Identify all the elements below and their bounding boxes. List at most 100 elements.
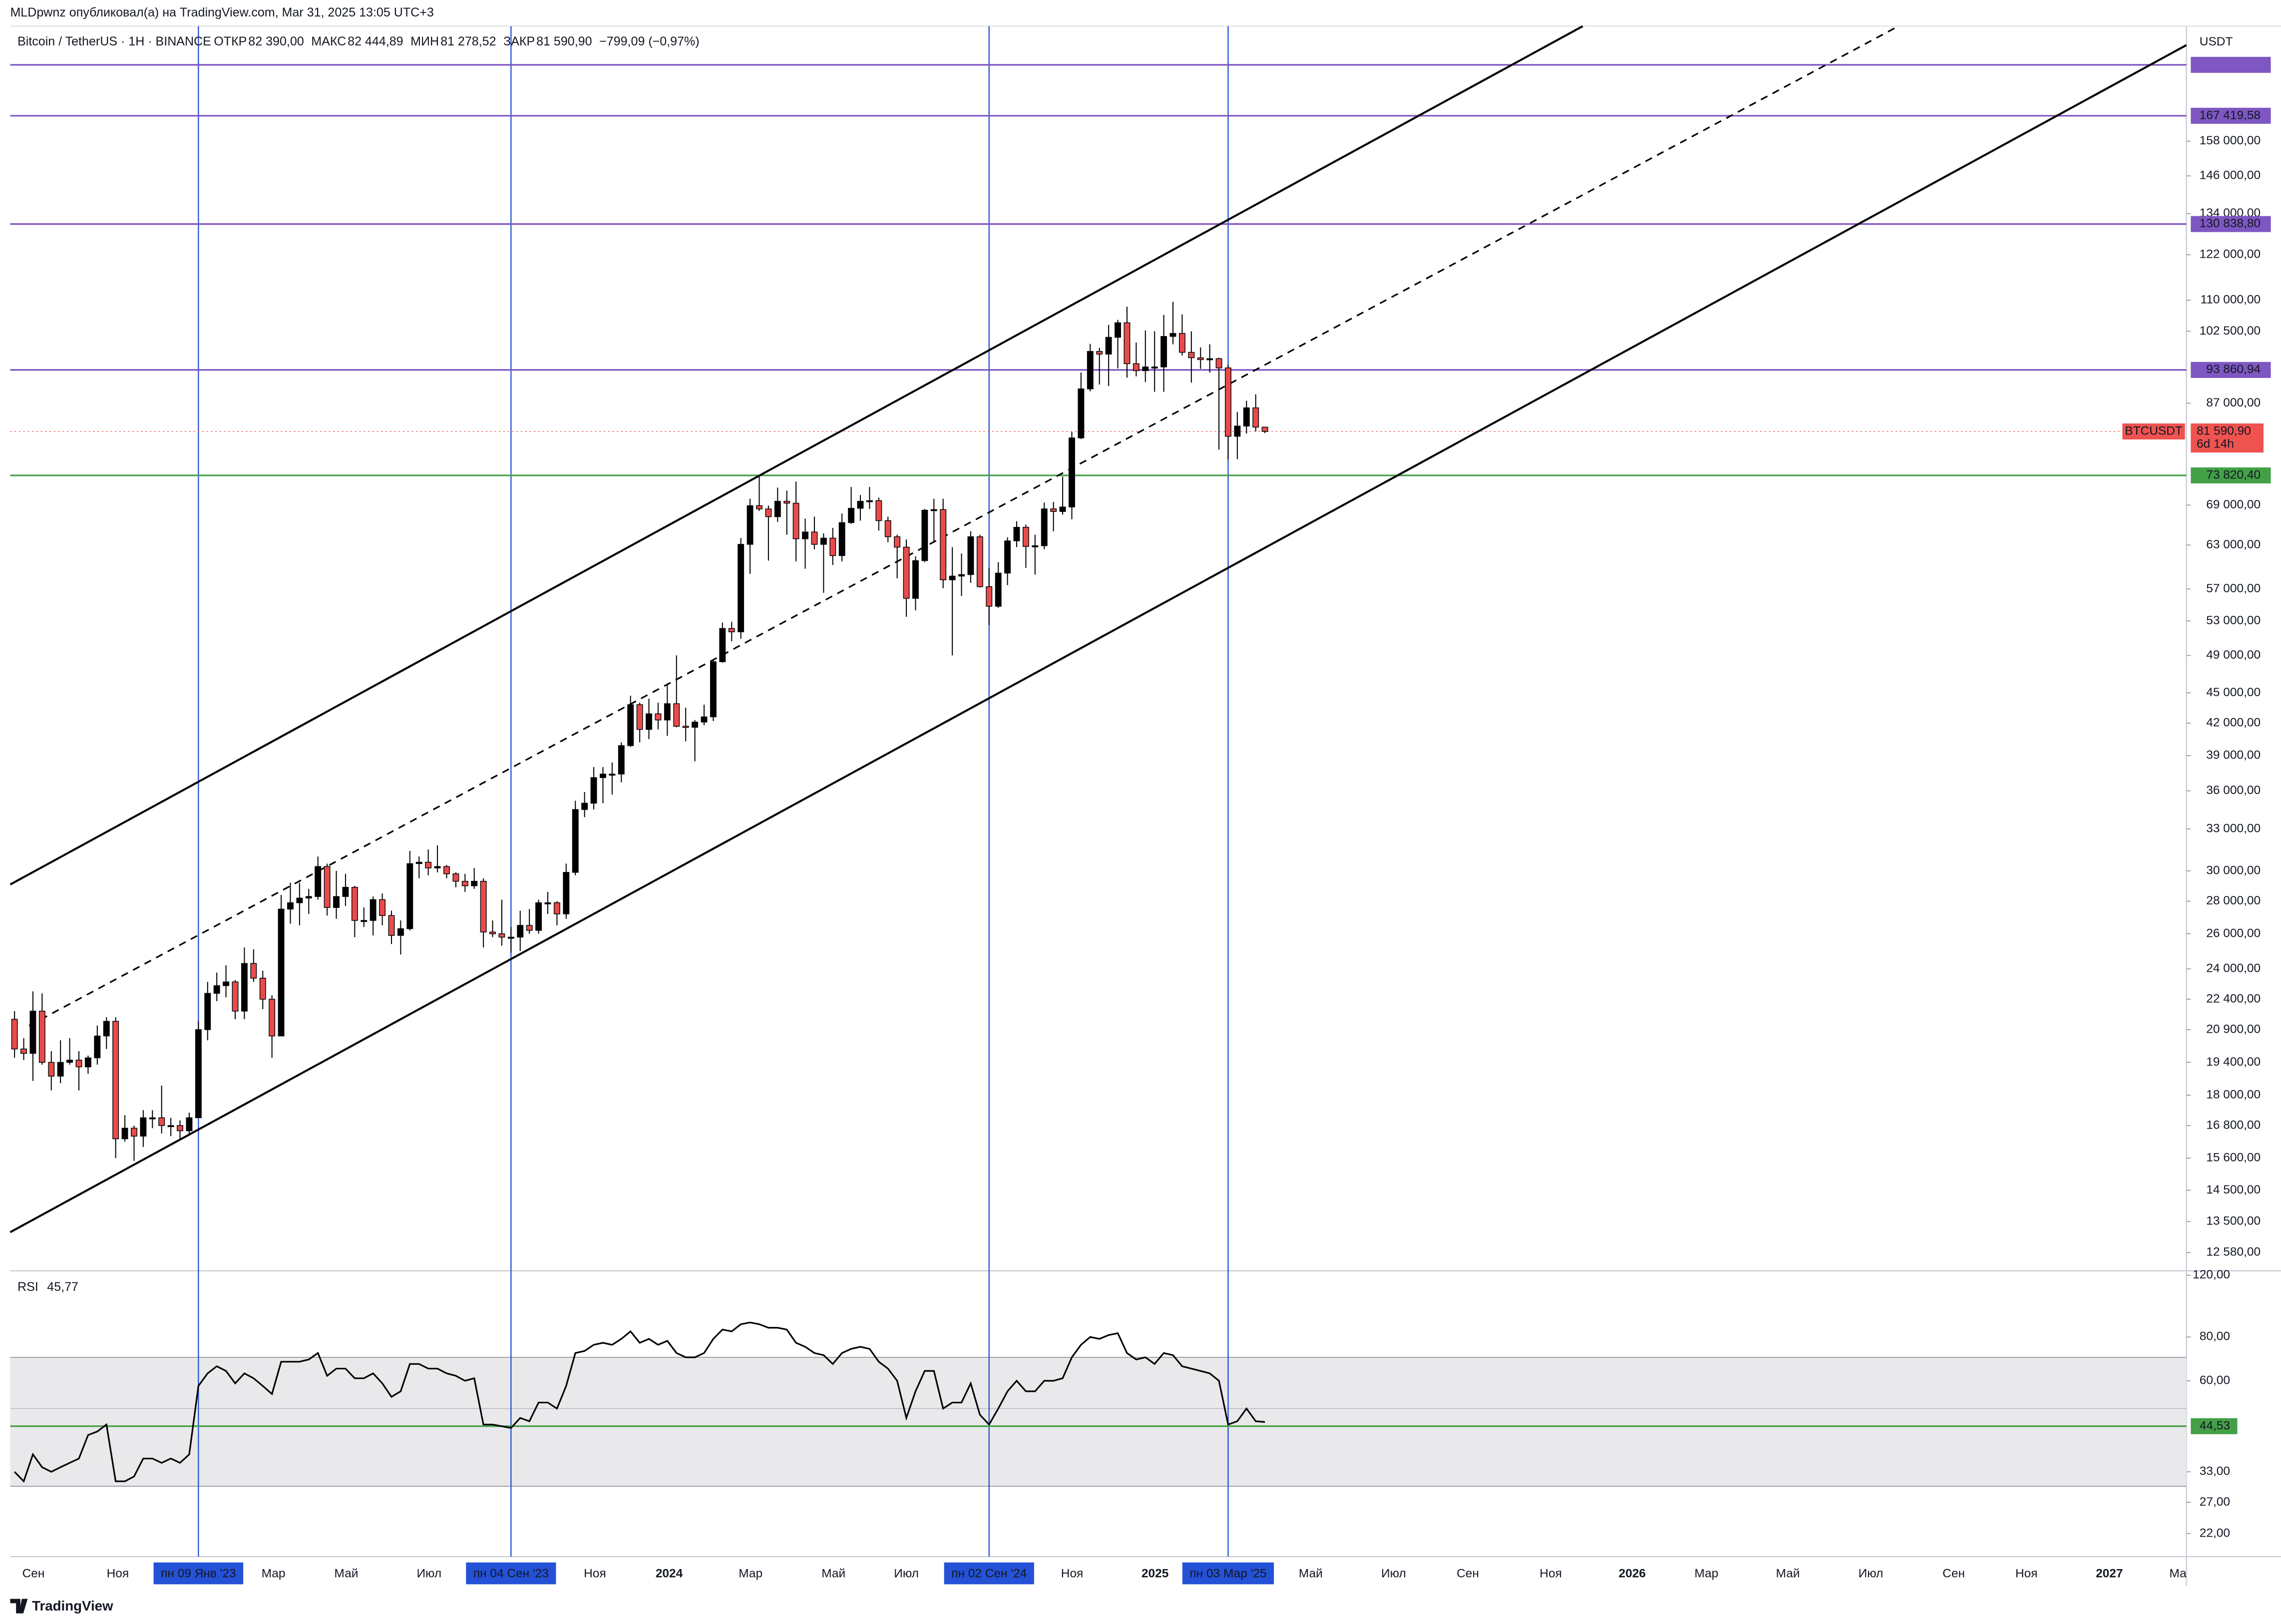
candle-body bbox=[1105, 337, 1112, 355]
x-tick-label: Ноя bbox=[1061, 1567, 1084, 1581]
candle-body bbox=[1206, 358, 1213, 361]
candle-body bbox=[1124, 322, 1131, 365]
candle-body bbox=[590, 777, 597, 804]
candle-body bbox=[461, 880, 468, 886]
candle-body bbox=[397, 928, 404, 936]
x-marker-label: пн 03 Мар '25 bbox=[1189, 1567, 1266, 1581]
x-marker-tag bbox=[153, 1562, 244, 1585]
candle-body bbox=[1178, 333, 1185, 353]
candle-body bbox=[627, 704, 634, 746]
y-tick-label: 36 000,00 bbox=[2206, 784, 2261, 797]
candle-body bbox=[370, 899, 377, 921]
candle-body bbox=[811, 531, 818, 545]
candle-body bbox=[415, 861, 422, 864]
y-tick-label: 158 000,00 bbox=[2200, 134, 2261, 147]
y-tick-label: 63 000,00 bbox=[2206, 538, 2261, 551]
candle-body bbox=[774, 501, 781, 517]
candle-body bbox=[498, 933, 505, 938]
y-tick-label: 19 400,00 bbox=[2206, 1055, 2261, 1069]
brand-logo bbox=[10, 1599, 28, 1614]
rsi-y-tick-label: 60,00 bbox=[2200, 1373, 2230, 1387]
candle-body bbox=[949, 575, 956, 580]
legend-label: МАКС bbox=[311, 34, 346, 48]
y-tick-label: 49 000,00 bbox=[2206, 648, 2261, 662]
candle-body bbox=[103, 1021, 110, 1037]
candle-body bbox=[1234, 425, 1241, 437]
candle-body bbox=[1004, 540, 1011, 574]
rsi-level-tag bbox=[2191, 1418, 2238, 1434]
candle-body bbox=[783, 501, 790, 504]
candle-body bbox=[848, 508, 855, 523]
y-tick-label: 102 500,00 bbox=[2200, 324, 2261, 338]
candle-body bbox=[29, 1011, 36, 1054]
y-tick-label: 110 000,00 bbox=[2201, 293, 2261, 307]
candle-body bbox=[912, 560, 919, 599]
candle-body bbox=[223, 981, 230, 986]
candle-body bbox=[884, 520, 891, 537]
candle-body bbox=[471, 880, 478, 886]
candle-body bbox=[1225, 367, 1231, 437]
candle-body bbox=[443, 866, 450, 874]
candle-body bbox=[1252, 407, 1259, 428]
y-tick-label: 45 000,00 bbox=[2206, 686, 2261, 699]
candle-body bbox=[995, 572, 1002, 607]
price-level-label: 93 860,94 bbox=[2206, 363, 2261, 376]
x-marker-tag bbox=[466, 1562, 556, 1585]
candle-body bbox=[903, 546, 910, 599]
rsi-value: 45,77 bbox=[47, 1280, 78, 1294]
y-tick-label: 22 400,00 bbox=[2206, 992, 2261, 1005]
candle-body bbox=[57, 1062, 64, 1077]
candle-body bbox=[1215, 358, 1222, 369]
candle-body bbox=[1032, 545, 1039, 547]
y-tick-label: 146 000,00 bbox=[2200, 169, 2261, 182]
x-tick-label: Сен bbox=[1942, 1567, 1965, 1581]
candle-body bbox=[250, 963, 257, 979]
x-tick-label: Сен bbox=[1457, 1567, 1479, 1581]
x-tick-label: Мар bbox=[262, 1567, 286, 1581]
x-tick-label: Ноя bbox=[584, 1567, 606, 1581]
countdown-label: 6d 14h bbox=[2197, 437, 2234, 451]
candle-body bbox=[719, 628, 726, 662]
candle-body bbox=[324, 866, 331, 908]
candle-body bbox=[1160, 336, 1167, 368]
x-tick-label: 2027 bbox=[2096, 1567, 2123, 1581]
brand-name: TradingView bbox=[32, 1598, 113, 1614]
legend-label: МИН bbox=[410, 34, 439, 48]
x-tick-label: Ноя bbox=[2015, 1567, 2038, 1581]
y-tick-label: 15 600,00 bbox=[2206, 1151, 2261, 1165]
price-level-label: 130 838,80 bbox=[2200, 217, 2261, 230]
x-marker-label: пн 04 Сен '23 bbox=[473, 1567, 549, 1581]
symbol-tag bbox=[2122, 423, 2185, 440]
candle-body bbox=[857, 501, 864, 509]
candle-body bbox=[158, 1117, 165, 1126]
candle-body bbox=[866, 500, 873, 502]
candle-body bbox=[1142, 367, 1149, 372]
candle-body bbox=[480, 880, 487, 933]
candle-body bbox=[921, 509, 928, 561]
y-tick-label: 30 000,00 bbox=[2206, 863, 2261, 877]
candle-body bbox=[186, 1117, 193, 1132]
candle-body bbox=[517, 925, 524, 938]
legend-label: ОТКР bbox=[214, 34, 247, 48]
candle-body bbox=[958, 574, 965, 577]
candle-body bbox=[1050, 508, 1057, 512]
candle-body bbox=[544, 902, 551, 904]
candle-body bbox=[1261, 426, 1268, 432]
candle-body bbox=[986, 586, 993, 607]
candle-body bbox=[655, 713, 662, 721]
candle-body bbox=[765, 508, 772, 517]
y-tick-label: 57 000,00 bbox=[2206, 582, 2261, 595]
candle-body bbox=[636, 704, 643, 730]
candle-body bbox=[213, 985, 220, 994]
candle-body bbox=[296, 897, 303, 903]
candle-body bbox=[1087, 351, 1094, 390]
x-tick-label: 2026 bbox=[1618, 1567, 1645, 1581]
candle-body bbox=[48, 1062, 55, 1077]
y-tick-label: 20 900,00 bbox=[2206, 1022, 2261, 1036]
y-tick-label: 87 000,00 bbox=[2206, 396, 2261, 409]
candle-body bbox=[507, 936, 514, 939]
x-tick-label: Мар bbox=[1694, 1567, 1718, 1581]
